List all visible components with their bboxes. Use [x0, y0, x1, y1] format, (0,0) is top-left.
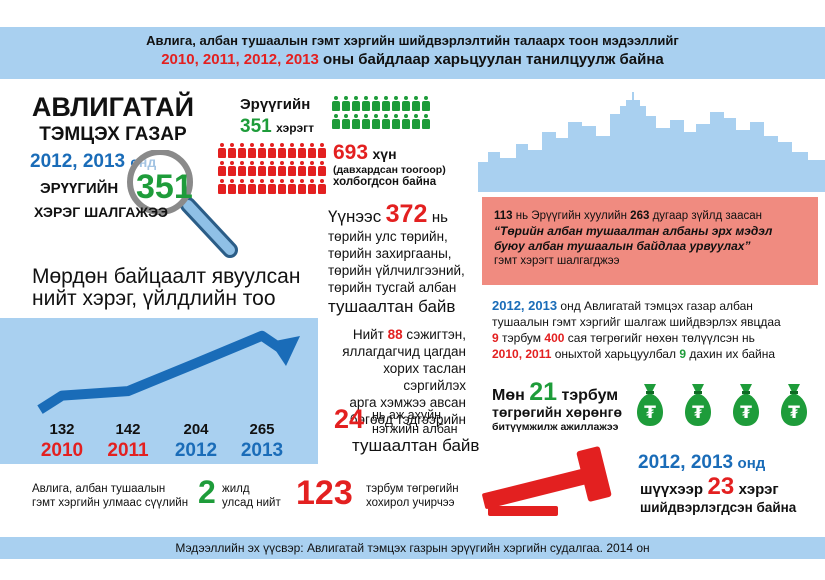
header-years: 2010, 2011, 2012, 2013 [161, 51, 319, 68]
damage-amount-text: тэрбум төгрөгийн хохирол учирчээ [366, 483, 459, 509]
agency-criminal-label: ЭРҮҮГИЙН [40, 180, 119, 197]
damage-amount: 123 [296, 474, 353, 512]
header-line2-rest: оны байдлаар харьцуулан танилцуулж байна [323, 51, 664, 68]
city-skyline-icon [478, 92, 825, 192]
damage-text: Авлига, албан тушаалын гэмт хэргийн улма… [32, 483, 189, 509]
investigation-title: Мөрдөн байцаалт явуулсан нийт хэрэг, үйл… [32, 265, 301, 310]
money-bag-icon: ₮ [685, 384, 711, 426]
agency-title: АВЛИГАТАЙ [31, 92, 195, 122]
svg-text:₮: ₮ [740, 403, 752, 423]
source-footer: Мэдээллийн эх үүсвэр: Авлигатай тэмцэх г… [0, 537, 825, 559]
court-decided: шийдвэрлэгдсэн байна [640, 500, 797, 515]
green-people-icons [332, 96, 432, 129]
people-note: (давхардсан тоогоор) [333, 164, 446, 176]
chart-year-label: 2012 [175, 440, 217, 461]
chart-value-label: 142 [115, 421, 140, 438]
money-bags: ₮ ₮ ₮ ₮ [632, 382, 812, 428]
detention-entity: нь аж ахуйн нэгжийн албан [372, 408, 458, 436]
chart-year-label: 2011 [107, 440, 149, 461]
money-bag-icon: ₮ [781, 384, 807, 426]
people-count: 693 хүн [333, 141, 397, 164]
detention-count: 24 [334, 404, 365, 434]
svg-text:₮: ₮ [788, 403, 800, 423]
damage-years-text: жилд улсад нийт [222, 483, 281, 509]
person-icon [332, 96, 340, 111]
trend-arrow-icon [37, 330, 300, 414]
investigation-chart: 132 2010 142 2011 204 2012 265 2013 [37, 330, 300, 461]
svg-text:₮: ₮ [692, 403, 704, 423]
recovery-text: 2012, 2013 онд Авлигатай тэмцэх газар ал… [492, 298, 781, 361]
chart-value-label: 204 [183, 421, 209, 438]
criminal-label: Эрүүгийн [240, 96, 311, 113]
agency-case-count: 351 [136, 168, 193, 206]
chart-value-label: 265 [249, 421, 274, 438]
criminal-cases: 351 хэрэгт [240, 116, 314, 137]
court-years: 2012, 2013 онд [638, 452, 766, 473]
law-article-box: 113 нь Эрүүгийн хуулийн 263 дугаар зүйлд… [482, 197, 818, 285]
detention-officials: тушаалтан байв [352, 436, 480, 455]
chart-year-label: 2013 [241, 440, 283, 461]
agency-subtitle: ТЭМЦЭХ ГАЗАР [39, 124, 187, 145]
gavel-icon [482, 446, 612, 516]
agency-cases-checked: ХЭРЭГ ШАЛГАЖЭЭ [34, 204, 168, 220]
assets-headline: Мөн 21 тэрбум [492, 378, 619, 406]
damage-years: 2 [198, 474, 216, 510]
detention-text: Нийт 88 сэжигтэн, яллагдагчид цагдан хор… [342, 327, 466, 427]
assets-line2: төгрөгийн хөрөнгө [492, 404, 623, 420]
chart-year-label: 2010 [41, 440, 83, 461]
magnifier-icon [127, 150, 238, 258]
people-involved: холбогдсон байна [333, 176, 437, 188]
officials-headline: Үүнээс 372 нь [328, 200, 448, 228]
money-bag-icon: ₮ [637, 384, 663, 426]
red-people-icons [218, 143, 330, 194]
court-cases: шүүхээр 23 хэрэг [640, 473, 779, 500]
header-line1: Авлига, албан тушаалын гэмт хэргийн шийд… [146, 33, 679, 48]
header-banner: Авлига, албан тушаалын гэмт хэргийн шийд… [0, 27, 825, 79]
chart-value-label: 132 [49, 421, 74, 438]
assets-line3: битүүмжилж ажиллажээ [492, 421, 619, 433]
money-bag-icon: ₮ [733, 384, 759, 426]
header-line2: 2010, 2011, 2012, 2013 оны байдлаар харь… [0, 51, 825, 68]
officials-list: төрийн улс төрийн, төрийн захиргааны, тө… [328, 229, 465, 316]
svg-text:₮: ₮ [644, 403, 656, 423]
